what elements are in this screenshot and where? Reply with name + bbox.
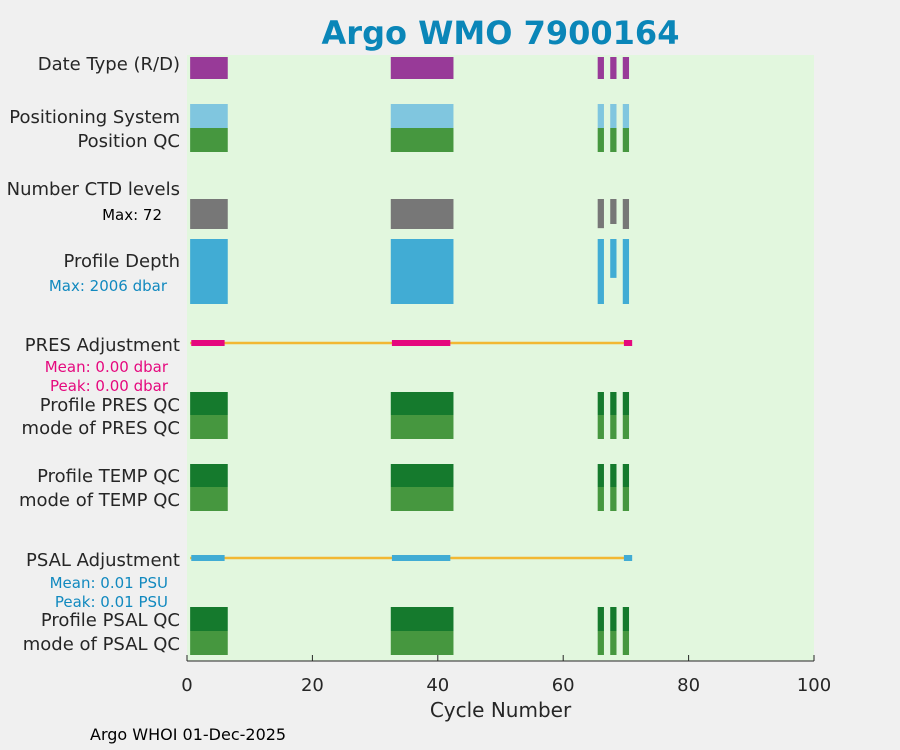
row-positioning-system-label: Positioning System (9, 107, 180, 128)
row-position-qc-bar (190, 128, 228, 152)
row-profile-depth-bar (622, 239, 630, 304)
x-tick-label: 100 (797, 675, 831, 696)
row-mode-pres-qc-bar (610, 415, 617, 439)
row-mode-pres-qc-bar (190, 415, 228, 439)
row-positioning-system-bar (622, 104, 630, 128)
x-tick-label: 20 (301, 675, 324, 696)
row-profile-depth-bar (390, 239, 454, 304)
row-profile-depth-bar (190, 239, 228, 304)
row-psal-adjustment-label: PSAL Adjustment (26, 550, 180, 571)
row-profile-temp-qc-label: Profile TEMP QC (37, 466, 180, 487)
row-profile-depth-max-label: Max: 2006 dbar (49, 277, 168, 295)
row-positioning-system-bar (390, 104, 454, 128)
row-mode-psal-qc-bar (622, 631, 630, 655)
x-tick-label: 60 (552, 675, 575, 696)
x-axis-label: Cycle Number (430, 698, 572, 722)
row-mode-temp-qc-label: mode of TEMP QC (19, 490, 180, 511)
row-positioning-system-bar (190, 104, 228, 128)
row-ctd-levels-bar (610, 199, 617, 224)
row-date-type-bar (190, 57, 228, 79)
row-pres-adjustment-mean: Mean: 0.00 dbar (45, 358, 169, 376)
row-position-qc-bar (390, 128, 454, 152)
row-profile-psal-qc-bar (390, 607, 454, 631)
x-tick-label: 0 (181, 675, 192, 696)
row-mode-temp-qc-bar (390, 487, 454, 511)
row-mode-temp-qc-bar (190, 487, 228, 511)
row-date-type-bar (622, 57, 630, 79)
row-position-qc-bar (597, 128, 604, 152)
row-mode-temp-qc-bar (610, 487, 617, 511)
row-position-qc-label: Position QC (77, 131, 180, 152)
row-profile-psal-qc-bar (597, 607, 604, 631)
row-profile-pres-qc-bar (597, 392, 604, 415)
chart-title: Argo WMO 7900164 (322, 14, 680, 52)
row-mode-temp-qc-bar (622, 487, 630, 511)
row-profile-psal-qc-bar (622, 607, 630, 631)
row-profile-temp-qc-bar (597, 464, 604, 487)
row-profile-pres-qc-bar (390, 392, 454, 415)
row-pres-adjustment-label: PRES Adjustment (25, 335, 180, 356)
row-mode-pres-qc-bar (622, 415, 630, 439)
row-mode-psal-qc-bar (597, 631, 604, 655)
row-date-type-bar (390, 57, 454, 79)
x-tick-label: 40 (426, 675, 449, 696)
row-mode-psal-qc-bar (390, 631, 454, 655)
row-mode-pres-qc-bar (597, 415, 604, 439)
row-profile-depth-bar (597, 239, 604, 304)
row-pres-adjustment-peak: Peak: 0.00 dbar (50, 377, 169, 395)
row-profile-depth-label: Profile Depth (63, 251, 180, 272)
row-date-type-bar (610, 57, 617, 79)
row-mode-psal-qc-label: mode of PSAL QC (23, 634, 180, 655)
row-mode-temp-qc-bar (597, 487, 604, 511)
row-profile-temp-qc-bar (610, 464, 617, 487)
row-profile-temp-qc-bar (390, 464, 454, 487)
row-date-type-bar (597, 57, 604, 79)
row-profile-psal-qc-label: Profile PSAL QC (41, 610, 180, 631)
row-ctd-levels-bar (390, 199, 454, 229)
row-psal-adjustment-mean: Mean: 0.01 PSU (50, 574, 168, 592)
row-ctd-levels-bar (190, 199, 228, 229)
row-positioning-system-bar (597, 104, 604, 128)
row-profile-pres-qc-bar (622, 392, 630, 415)
row-psal-adjustment-peak: Peak: 0.01 PSU (55, 593, 168, 611)
row-profile-pres-qc-label: Profile PRES QC (40, 395, 180, 416)
row-ctd-levels-max-label: Max: 72 (102, 206, 162, 224)
row-profile-psal-qc-bar (610, 607, 617, 631)
row-mode-psal-qc-bar (190, 631, 228, 655)
row-ctd-levels-bar (622, 199, 630, 229)
row-profile-psal-qc-bar (190, 607, 228, 631)
row-profile-pres-qc-bar (190, 392, 228, 415)
footer-text: Argo WHOI 01-Dec-2025 (90, 725, 287, 744)
row-profile-depth-bar (610, 239, 617, 278)
row-ctd-levels-bar (597, 199, 604, 229)
row-mode-psal-qc-bar (610, 631, 617, 655)
x-tick-label: 80 (677, 675, 700, 696)
row-positioning-system-bar (610, 104, 617, 128)
plot-area (187, 55, 814, 661)
row-position-qc-bar (622, 128, 630, 152)
row-profile-pres-qc-bar (610, 392, 617, 415)
row-date-type-label: Date Type (R/D) (38, 54, 180, 75)
row-mode-pres-qc-bar (390, 415, 454, 439)
row-profile-temp-qc-bar (190, 464, 228, 487)
row-mode-pres-qc-label: mode of PRES QC (22, 418, 180, 439)
row-ctd-levels-label: Number CTD levels (7, 179, 180, 200)
row-position-qc-bar (610, 128, 617, 152)
row-profile-temp-qc-bar (622, 464, 630, 487)
